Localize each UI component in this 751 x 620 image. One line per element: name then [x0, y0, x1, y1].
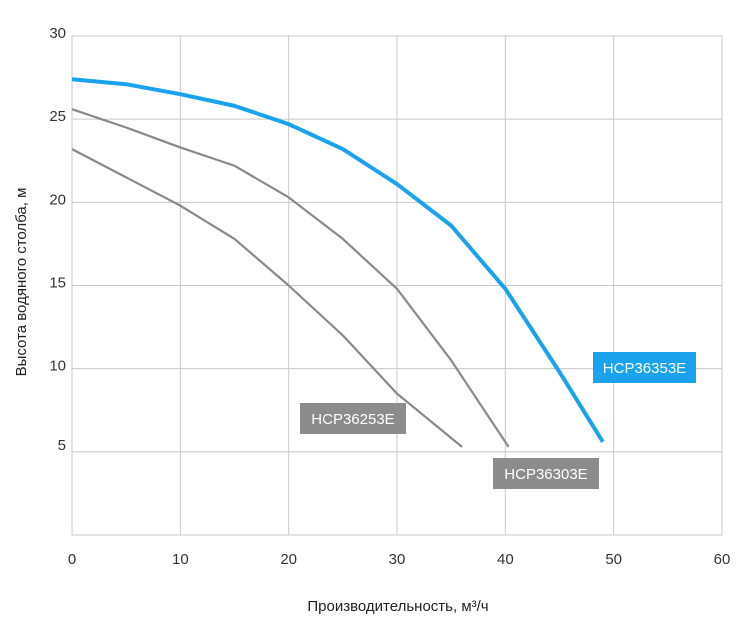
- x-tick-label: 40: [497, 551, 514, 568]
- series-line-hcp36253e: [71, 148, 463, 448]
- y-tick-label: 20: [49, 191, 66, 208]
- series-label-hcp36303e: HCP36303E: [493, 458, 599, 489]
- series-label-box: [593, 352, 696, 383]
- series-labels: HCP36253E HCP36303E HCP36353E: [300, 352, 696, 489]
- series-line-hcp36303e: [71, 108, 510, 448]
- grid-lines: [71, 35, 723, 536]
- x-tick-label: 10: [172, 551, 189, 568]
- series-label-hcp36353e: HCP36353E: [593, 352, 696, 383]
- series-label-box: [493, 458, 599, 489]
- series-lines: [71, 77, 605, 448]
- y-tick-label: 25: [49, 108, 66, 125]
- y-tick-label: 10: [49, 358, 66, 375]
- x-tick-label: 20: [280, 551, 297, 568]
- y-axis-label: Высота водяного столба, м: [13, 188, 30, 377]
- series-label-text: HCP36353E: [603, 360, 686, 377]
- series-label-box: [300, 403, 406, 434]
- series-label-text: HCP36303E: [504, 466, 587, 483]
- y-tick-labels: 5 10 15 20 25 30: [49, 25, 66, 454]
- series-label-hcp36253e: HCP36253E: [300, 403, 406, 434]
- x-axis-label: Производительность, м³/ч: [307, 598, 488, 615]
- y-tick-label: 30: [49, 25, 66, 42]
- x-tick-label: 50: [605, 551, 622, 568]
- x-tick-label: 0: [68, 551, 76, 568]
- series-label-text: HCP36253E: [311, 411, 394, 428]
- y-tick-label: 5: [58, 437, 66, 454]
- y-tick-label: 15: [49, 275, 66, 292]
- x-tick-labels: 0 10 20 30 40 50 60: [68, 551, 731, 568]
- series-line-hcp36353e: [71, 77, 605, 443]
- x-tick-label: 60: [714, 551, 731, 568]
- x-tick-label: 30: [389, 551, 406, 568]
